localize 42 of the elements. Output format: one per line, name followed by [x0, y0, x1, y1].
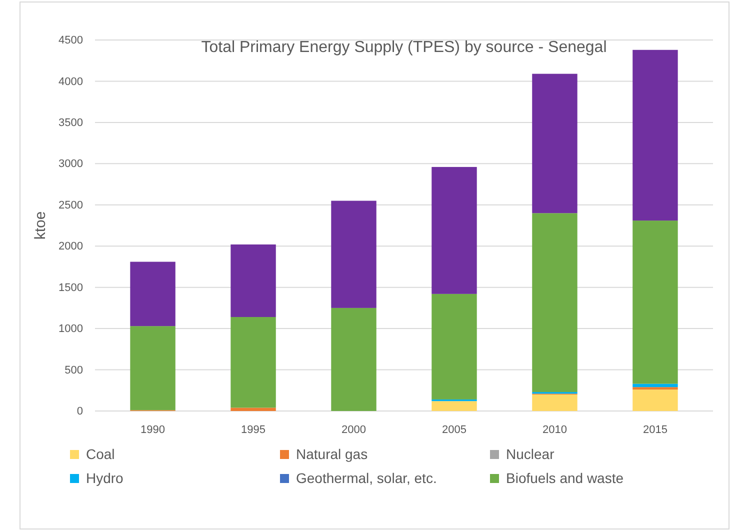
legend-label: Natural gas	[296, 446, 368, 462]
x-tick-label: 2015	[642, 424, 668, 436]
y-tick-label: 1000	[58, 323, 83, 336]
y-tick-label: 2000	[58, 240, 83, 253]
legend-label: Coal	[86, 446, 115, 462]
bar	[432, 294, 477, 400]
bar	[230, 317, 276, 408]
bar	[532, 74, 578, 214]
y-tick-label: 500	[64, 364, 83, 376]
bar	[432, 166, 477, 294]
x-tick-label: 2010	[542, 424, 567, 436]
bar	[532, 394, 578, 411]
bar	[432, 401, 477, 411]
bar	[632, 390, 678, 411]
chart-title: Total Primary Energy Supply (TPES) by source - Senegal	[201, 39, 607, 56]
legend-label: Nuclear	[506, 446, 555, 462]
bar	[532, 213, 578, 392]
x-tick-label: 2000	[342, 424, 366, 436]
bar	[230, 244, 276, 318]
bar	[632, 50, 678, 221]
y-axis-title: ktoe	[32, 211, 49, 240]
y-tick-label: 1500	[58, 282, 83, 294]
bar	[130, 326, 176, 410]
y-tick-label: 3000	[58, 158, 83, 170]
x-tick-label: 2005	[442, 424, 466, 436]
y-tick-label: 0	[76, 406, 83, 418]
bar	[632, 384, 678, 388]
y-tick-label: 2500	[58, 199, 83, 212]
bar	[632, 220, 678, 384]
bar	[230, 408, 276, 411]
legend-label: Biofuels and waste	[506, 470, 624, 486]
bar	[632, 387, 678, 390]
bar	[331, 200, 376, 308]
bar	[130, 262, 176, 326]
y-tick-label: 4000	[58, 76, 83, 88]
y-tick-label: 3500	[58, 116, 83, 129]
y-tick-label: 4500	[58, 34, 83, 47]
bar	[331, 308, 376, 411]
x-tick-label: 1995	[241, 424, 266, 436]
legend-label: Hydro	[86, 470, 124, 486]
legend-label: Geothermal, solar, etc.	[296, 470, 437, 486]
x-tick-label: 1990	[140, 424, 166, 436]
